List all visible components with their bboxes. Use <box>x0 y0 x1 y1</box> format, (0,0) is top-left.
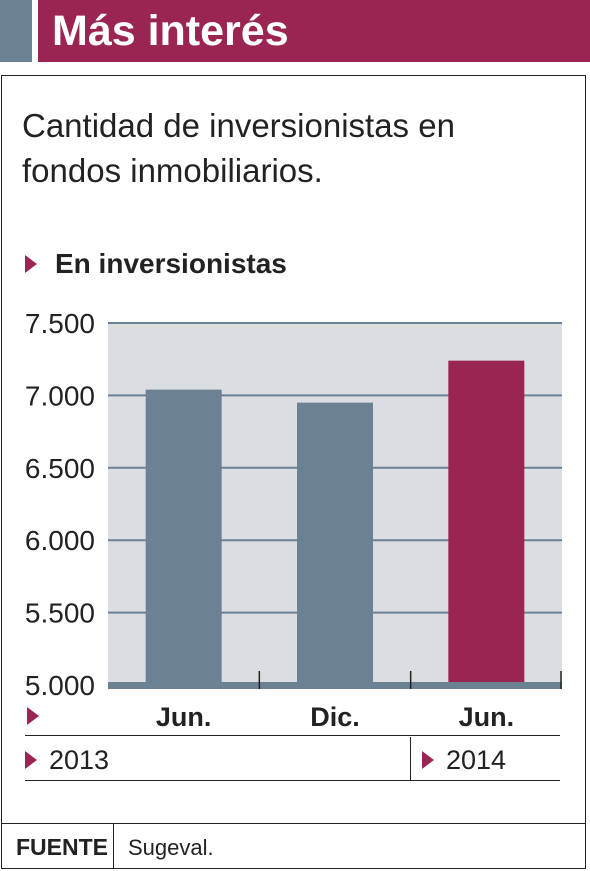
x-axis-baseline <box>108 682 562 689</box>
year-row-divider <box>25 780 560 781</box>
chart-subtitle: Cantidad de inversionistas en fondos inm… <box>22 107 455 189</box>
page-title: Más interés <box>52 7 289 55</box>
y-tick-label: 6.000 <box>25 525 95 556</box>
y-tick-label: 5.000 <box>25 670 95 701</box>
bar-chart: 5.000 5.500 6.000 6.500 7.000 7.500 Jun. Dic. Ju… <box>25 308 562 732</box>
bar <box>297 402 373 685</box>
triangle-bullet-icon <box>422 751 434 769</box>
year-row-2013: 2013 <box>25 742 109 778</box>
y-tick-label: 7.000 <box>25 380 95 411</box>
bar <box>448 360 525 685</box>
unit-label: En inversionistas <box>55 248 287 279</box>
year-divider <box>410 737 411 781</box>
x-tick-label: Dic. <box>310 702 360 732</box>
year-row-2014: 2014 <box>422 742 506 778</box>
year-label-2014: 2014 <box>446 744 507 775</box>
source-divider <box>2 823 586 824</box>
x-tick-label: Jun. <box>156 702 212 732</box>
x-tick-label: Jun. <box>459 702 515 732</box>
chart-frame <box>1 75 586 869</box>
source-value: Sugeval. <box>128 835 214 860</box>
triangle-bullet-icon <box>25 255 37 273</box>
source-label: FUENTE <box>16 834 108 860</box>
year-label-2013: 2013 <box>49 744 110 775</box>
y-tick-label: 6.500 <box>25 453 95 484</box>
y-tick-label: 7.500 <box>25 308 95 339</box>
title-bar: Más interés <box>38 0 590 62</box>
triangle-bullet-icon <box>25 751 37 769</box>
unit-row: En inversionistas <box>25 247 287 281</box>
triangle-bullet-icon <box>27 707 39 725</box>
bar <box>145 389 222 685</box>
category-row-divider <box>25 735 560 736</box>
source-vertical-divider <box>113 823 114 869</box>
header-accent-block <box>0 0 32 62</box>
y-tick-label: 5.500 <box>25 598 95 629</box>
